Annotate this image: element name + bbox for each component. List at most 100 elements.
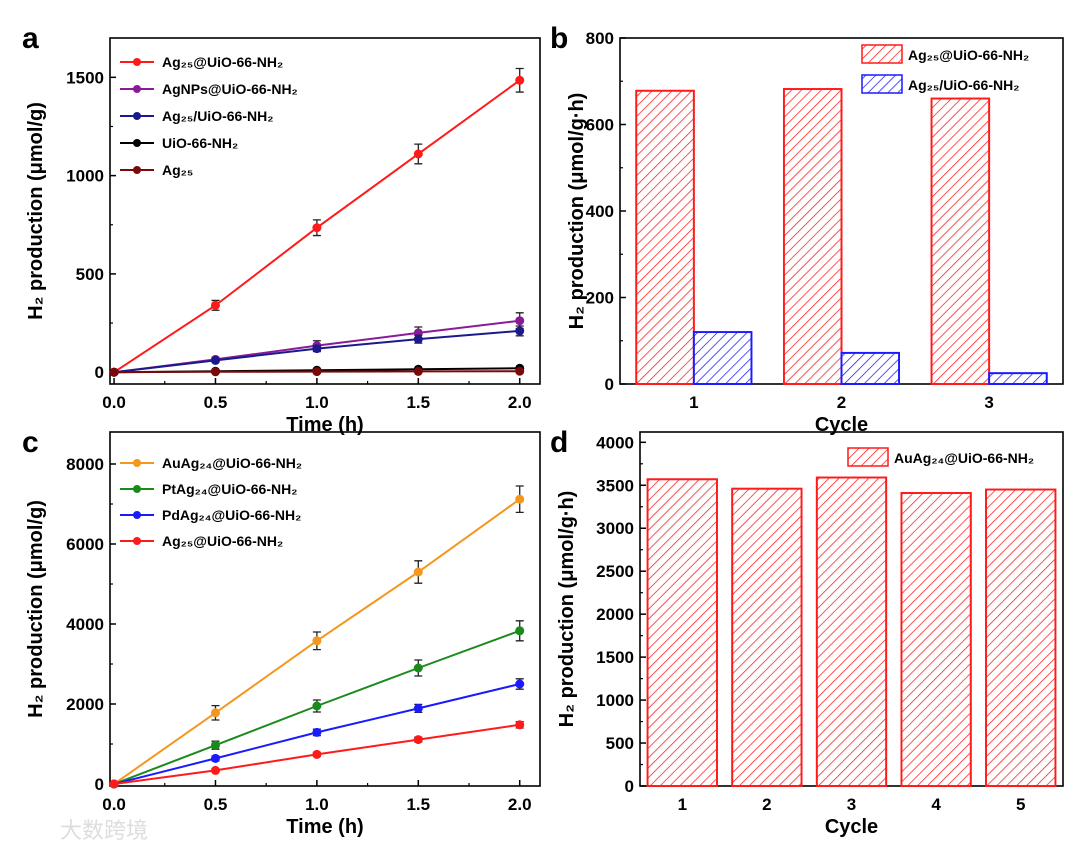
x-axis-label: Time (h) <box>286 414 363 436</box>
legend-marker <box>133 511 141 519</box>
data-point <box>515 75 525 85</box>
data-point <box>515 720 525 730</box>
bar-hatch <box>635 89 695 385</box>
legend-label: AuAg₂₄@UiO-66-NH₂ <box>162 455 302 471</box>
legend-marker <box>133 85 141 93</box>
data-point <box>312 344 322 354</box>
x-tick-label: 1.0 <box>305 795 329 814</box>
x-tick-label: 1.5 <box>406 795 430 814</box>
y-axis-label: H₂ production (μmol/g) <box>25 500 47 718</box>
x-tick-label: 2.0 <box>508 795 532 814</box>
bar-hatch <box>646 478 718 787</box>
panel-d: 0 500 1000 1500 2000 2500 3000 3500 4000 1 2 3 4 5 Cyc… <box>556 431 1064 838</box>
legend-label: AuAg₂₄@UiO-66-NH₂ <box>894 450 1034 466</box>
panel-label-c: c <box>22 426 39 459</box>
y-tick-label: 1000 <box>596 691 634 710</box>
series-4: Ag₂₅ <box>109 162 525 377</box>
y-axis-label: H₂ production (μmol/g·h) <box>566 93 588 330</box>
x-tick-label: 1 <box>689 393 698 412</box>
y-tick-label: 3000 <box>596 519 634 538</box>
legend-marker <box>133 166 141 174</box>
x-tick-label: 2.0 <box>508 393 532 412</box>
bar-hatch <box>815 476 888 787</box>
y-tick-label: 2000 <box>596 605 634 624</box>
x-tick-label: 0.0 <box>102 393 126 412</box>
panel-label-a: a <box>22 22 39 55</box>
data-point <box>312 749 322 759</box>
data-point <box>413 567 423 577</box>
bar-hatch <box>900 492 972 787</box>
y-tick-label: 1500 <box>596 648 634 667</box>
legend-label: PdAg₂₄@UiO-66-NH₂ <box>162 507 301 523</box>
x-tick-label: 1.0 <box>305 393 329 412</box>
legend-swatch <box>861 74 903 94</box>
legend-label: PtAg₂₄@UiO-66-NH₂ <box>162 481 297 497</box>
legend-swatch <box>861 44 903 64</box>
legend-label: UiO-66-NH₂ <box>162 135 238 151</box>
legend-marker <box>133 485 141 493</box>
series-1: Ag₂₅/UiO-66-NH₂ <box>692 74 1048 385</box>
bar-hatch <box>840 351 900 385</box>
series-0: Ag₂₅@UiO-66-NH₂ <box>109 54 525 377</box>
data-point <box>210 300 220 310</box>
data-point <box>210 753 220 763</box>
x-tick-label: 5 <box>1016 795 1025 814</box>
data-point <box>210 740 220 750</box>
y-tick-label: 2500 <box>596 562 634 581</box>
legend-label: Ag₂₅ <box>162 162 193 178</box>
legend-marker <box>133 112 141 120</box>
x-axis-label: Cycle <box>815 414 868 436</box>
series-0: AuAg₂₄@UiO-66-NH₂ <box>109 455 525 789</box>
data-point <box>413 334 423 344</box>
legend-marker <box>133 537 141 545</box>
panel-b: 0 200 400 600 800 1 2 3 Cycle H₂ production (μmol… <box>566 29 1064 436</box>
data-point <box>210 355 220 365</box>
x-tick-label: 2 <box>762 795 771 814</box>
series-3: Ag₂₅@UiO-66-NH₂ <box>109 533 525 789</box>
y-tick-label: 4000 <box>66 615 104 634</box>
data-point <box>210 708 220 718</box>
data-point <box>312 701 322 711</box>
data-point <box>515 679 525 689</box>
data-point <box>413 366 423 376</box>
data-point <box>312 636 322 646</box>
data-point <box>515 366 525 376</box>
plot-frame <box>109 431 541 787</box>
plot-frame <box>109 37 541 385</box>
legend-marker <box>133 58 141 66</box>
y-tick-label: 600 <box>586 116 614 135</box>
x-tick-label: 0.0 <box>102 795 126 814</box>
y-tick-label: 8000 <box>66 455 104 474</box>
panel-label-b: b <box>550 22 568 55</box>
series-1: PtAg₂₄@UiO-66-NH₂ <box>109 481 525 789</box>
panel-a: 0 500 1000 1500 0.0 0.5 1.0 1.5 2.0 Time (h) H₂ pr… <box>25 37 541 436</box>
y-tick-label: 2000 <box>66 695 104 714</box>
x-tick-label: 2 <box>837 393 846 412</box>
y-tick-label: 500 <box>606 734 634 753</box>
legend-label: AgNPs@UiO-66-NH₂ <box>162 81 298 97</box>
data-point <box>413 735 423 745</box>
data-point <box>312 367 322 377</box>
panel-label-d: d <box>550 426 568 459</box>
legend-label: Ag₂₅/UiO-66-NH₂ <box>908 77 1019 93</box>
legend-marker <box>133 459 141 467</box>
watermark: 大数跨境 <box>60 819 148 844</box>
bar-hatch <box>985 488 1057 787</box>
data-point <box>515 316 525 326</box>
series-2: PdAg₂₄@UiO-66-NH₂ <box>109 507 525 789</box>
series-0: Ag₂₅@UiO-66-NH₂ <box>635 44 1029 385</box>
panel-c: 0 2000 4000 6000 8000 0.0 0.5 1.0 1.5 2.0 Time (h)… <box>25 431 541 838</box>
x-tick-label: 3 <box>984 393 993 412</box>
legend-label: Ag₂₅/UiO-66-NH₂ <box>162 108 273 124</box>
legend-swatch <box>847 447 889 467</box>
data-point <box>210 765 220 775</box>
data-point <box>210 367 220 377</box>
legend-label: Ag₂₅@UiO-66-NH₂ <box>162 533 283 549</box>
series-0: AuAg₂₄@UiO-66-NH₂ <box>646 447 1057 787</box>
data-point <box>515 494 525 504</box>
y-tick-label: 400 <box>586 202 614 221</box>
y-tick-label: 0 <box>625 777 634 796</box>
bar-hatch <box>692 331 753 385</box>
bar-hatch <box>783 88 843 385</box>
